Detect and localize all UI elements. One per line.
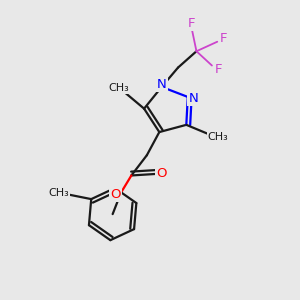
Text: CH₃: CH₃ (48, 188, 69, 198)
Text: O: O (110, 188, 121, 201)
Text: O: O (156, 167, 167, 181)
Text: N: N (157, 78, 166, 91)
Text: F: F (188, 17, 196, 30)
Text: CH₃: CH₃ (208, 132, 229, 142)
Text: F: F (215, 63, 222, 76)
Text: N: N (188, 92, 198, 105)
Text: CH₃: CH₃ (109, 83, 130, 93)
Text: F: F (220, 32, 227, 45)
